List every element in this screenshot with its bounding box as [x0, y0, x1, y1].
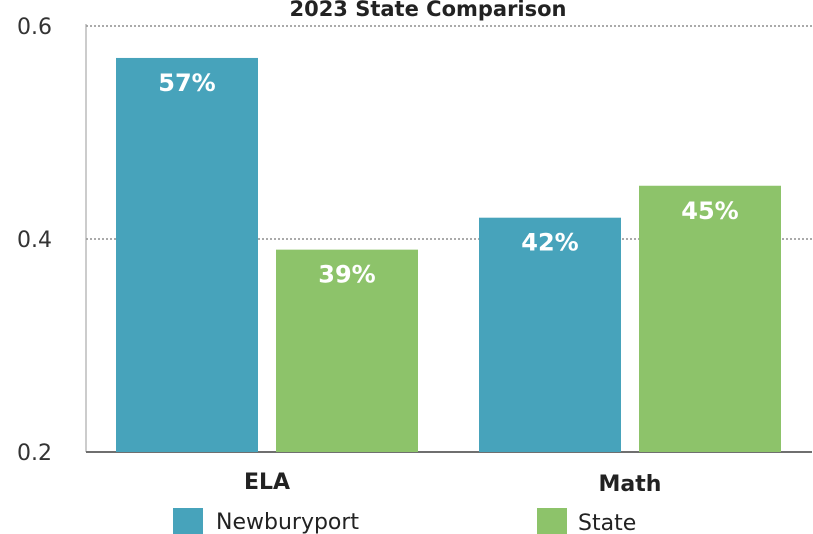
bar-value-label: 42% — [521, 229, 578, 257]
y-tick-label: 0.4 — [17, 228, 52, 253]
bar-value-label: 57% — [158, 69, 215, 97]
bar-state-ela — [276, 249, 418, 452]
bar-newburyport-ela — [116, 57, 258, 452]
legend-label-newburyport: Newburyport — [216, 510, 359, 534]
legend-label-state: State — [578, 511, 636, 534]
y-axis-tick-labels: 0.2 0.4 0.6 — [17, 15, 52, 466]
bar-data-labels: 57% 42% 39% 45% — [158, 69, 738, 289]
legend-swatch-state — [537, 508, 567, 534]
bars — [116, 57, 781, 452]
category-label-ela: ELA — [244, 470, 290, 495]
x-axis-category-labels: ELA Math — [244, 470, 662, 497]
chart-title: 2023 State Comparison — [289, 0, 566, 21]
bar-value-label: 45% — [681, 197, 738, 225]
bar-value-label: 39% — [318, 261, 375, 289]
y-tick-label: 0.2 — [17, 441, 52, 466]
legend-swatch-newburyport — [173, 508, 203, 534]
bar-newburyport-math — [479, 217, 621, 452]
bar-state-math — [639, 185, 781, 452]
y-tick-label: 0.6 — [17, 15, 52, 40]
legend: Newburyport State — [173, 508, 636, 534]
category-label-math: Math — [599, 472, 662, 497]
